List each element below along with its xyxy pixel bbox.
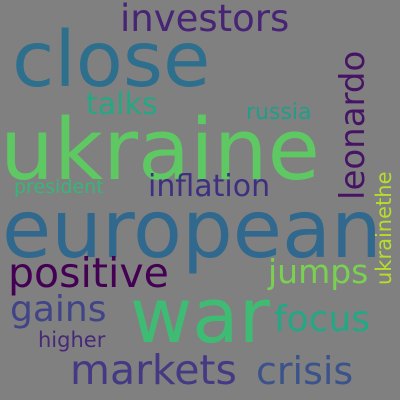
word-crisis: crisis (256, 349, 354, 393)
word-higher: higher (38, 328, 106, 352)
word-jumps: jumps (268, 252, 369, 291)
word-ukraine: ukraine (0, 101, 320, 200)
word-investors: investors (120, 0, 290, 40)
word-gains: gains (10, 289, 107, 330)
word-talks: talks (86, 87, 158, 122)
word-focus: focus (274, 299, 371, 340)
word-president: president (14, 176, 104, 198)
word-european: european (2, 183, 382, 276)
word-markets: markets (70, 346, 237, 394)
word-leonardo: leonardo (333, 50, 373, 200)
word-positive: positive (8, 249, 169, 297)
word-inflation: inflation (148, 169, 271, 204)
word-close: close (12, 16, 211, 105)
word-war: war (130, 271, 270, 360)
word-russia: russia (246, 100, 312, 125)
